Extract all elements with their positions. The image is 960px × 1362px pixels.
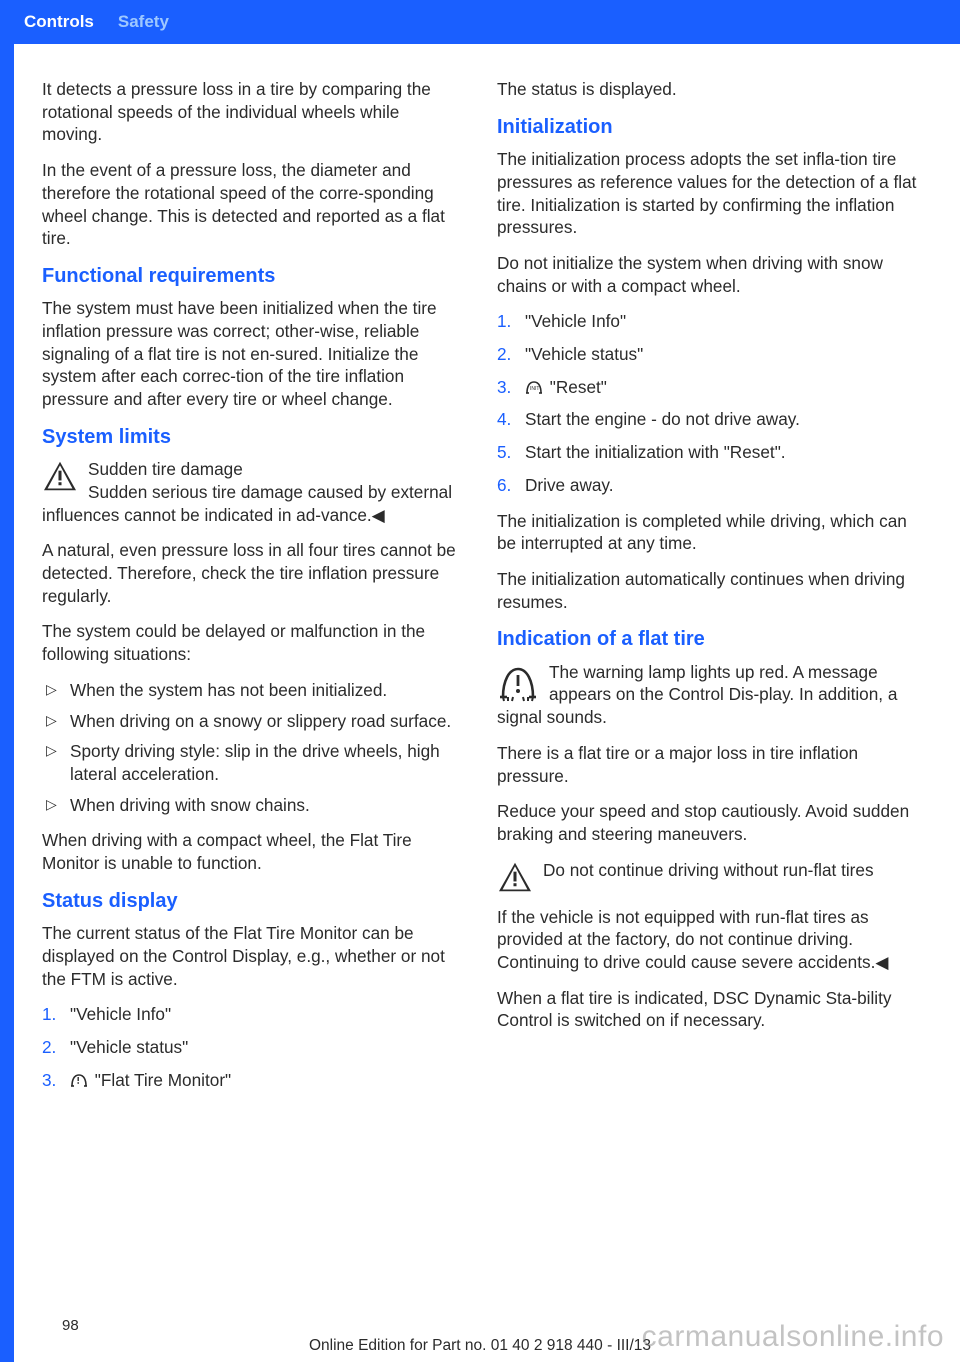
body-text: The system must have been initialized wh… — [42, 297, 463, 411]
page-number: 98 — [62, 1317, 79, 1334]
page-content: It detects a pressure loss in a tire by … — [0, 44, 960, 1104]
left-accent-bar — [0, 0, 14, 1362]
list-item: 2."Vehicle status" — [42, 1036, 463, 1059]
warning-triangle-icon — [497, 861, 533, 893]
body-text: Reduce your speed and stop cautiously. A… — [497, 800, 918, 845]
warning-body: Sudden serious tire damage caused by ext… — [42, 482, 452, 525]
header-section: Controls — [24, 12, 94, 32]
warning-block: Sudden tire damage Sudden serious tire d… — [42, 458, 463, 526]
list-item: 1."Vehicle Info" — [497, 310, 918, 333]
list-item: 6.Drive away. — [497, 474, 918, 497]
tire-reset-icon: INIT — [525, 379, 543, 395]
list-item: When driving on a snowy or slippery road… — [42, 710, 463, 733]
list-item: 1."Vehicle Info" — [42, 1003, 463, 1026]
section-heading: System limits — [42, 424, 463, 450]
numbered-list: 1."Vehicle Info" 2."Vehicle status" 3. "… — [42, 1003, 463, 1091]
section-heading: Indication of a flat tire — [497, 626, 918, 652]
body-text: The current status of the Flat Tire Moni… — [42, 922, 463, 990]
list-item: Sporty driving style: slip in the drive … — [42, 740, 463, 785]
watermark: carmanualsonline.info — [642, 1320, 944, 1354]
section-heading: Initialization — [497, 114, 918, 140]
svg-text:INIT: INIT — [530, 386, 539, 392]
list-item: When the system has not been initialized… — [42, 679, 463, 702]
body-text: A natural, even pressure loss in all fou… — [42, 539, 463, 607]
numbered-list: 1."Vehicle Info" 2."Vehicle status" 3. I… — [497, 310, 918, 496]
section-heading: Functional requirements — [42, 263, 463, 289]
info-body: The warning lamp lights up red. A messag… — [497, 662, 897, 727]
body-text: The initialization automatically continu… — [497, 568, 918, 613]
list-item: When driving with snow chains. — [42, 794, 463, 817]
bullet-list: When the system has not been initialized… — [42, 679, 463, 817]
right-column: The status is displayed. Initialization … — [497, 78, 918, 1104]
warning-title: Sudden tire damage — [88, 459, 243, 479]
header-subsection: Safety — [118, 12, 169, 32]
info-block: The warning lamp lights up red. A messag… — [497, 661, 918, 729]
body-text: In the event of a pressure loss, the dia… — [42, 159, 463, 250]
list-item: 3. "Flat Tire Monitor" — [42, 1069, 463, 1092]
body-text: The status is displayed. — [497, 78, 918, 101]
body-text: The initialization process adopts the se… — [497, 148, 918, 239]
body-text: There is a flat tire or a major loss in … — [497, 742, 918, 787]
list-item: 2."Vehicle status" — [497, 343, 918, 366]
body-text: When driving with a compact wheel, the F… — [42, 829, 463, 874]
section-heading: Status display — [42, 888, 463, 914]
body-text: The system could be delayed or malfuncti… — [42, 620, 463, 665]
tire-warning-icon — [70, 1072, 88, 1088]
warning-triangle-icon — [42, 460, 78, 492]
body-text: The initialization is completed while dr… — [497, 510, 918, 555]
page-header: Controls Safety — [0, 0, 960, 44]
body-text: It detects a pressure loss in a tire by … — [42, 78, 463, 146]
body-text: If the vehicle is not equipped with run-… — [497, 906, 918, 974]
warning-title: Do not continue driving without run-flat… — [543, 860, 874, 880]
body-text: When a flat tire is indicated, DSC Dynam… — [497, 987, 918, 1032]
list-item: 4.Start the engine - do not drive away. — [497, 408, 918, 431]
left-column: It detects a pressure loss in a tire by … — [42, 78, 463, 1104]
warning-block: Do not continue driving without run-flat… — [497, 859, 918, 893]
tire-pressure-warning-icon — [497, 663, 539, 705]
list-item: 3. INIT "Reset" — [497, 376, 918, 399]
list-item: 5.Start the initialization with "Reset". — [497, 441, 918, 464]
body-text: Do not initialize the system when drivin… — [497, 252, 918, 297]
